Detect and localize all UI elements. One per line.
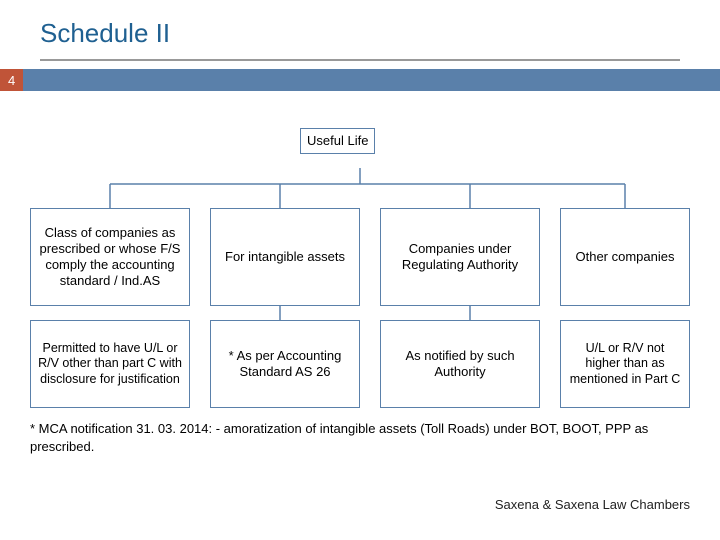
footer-credit: Saxena & Saxena Law Chambers xyxy=(495,497,690,512)
page-number-badge: 4 xyxy=(0,69,23,91)
tree-node-intangible: For intangible assets xyxy=(210,208,360,306)
tree-node-other: Other companies xyxy=(560,208,690,306)
page-bar: 4 xyxy=(0,69,720,91)
page-title: Schedule II xyxy=(0,0,720,55)
tree-root: Useful Life xyxy=(300,128,375,154)
tree-leaf-as26: * As per Accounting Standard AS 26 xyxy=(210,320,360,408)
tree-leaf-notified: As notified by such Authority xyxy=(380,320,540,408)
tree-level1-row: Class of companies as prescribed or whos… xyxy=(0,208,720,306)
tree-node-class-companies: Class of companies as prescribed or whos… xyxy=(30,208,190,306)
footnote: * MCA notification 31. 03. 2014: - amora… xyxy=(30,420,690,455)
tree-leaf-partc: U/L or R/V not higher than as mentioned … xyxy=(560,320,690,408)
tree-leaf-permitted: Permitted to have U/L or R/V other than … xyxy=(30,320,190,408)
tree-node-regulating: Companies under Regulating Authority xyxy=(380,208,540,306)
header-bar xyxy=(23,69,720,91)
title-underline xyxy=(40,59,680,61)
tree-level2-row: Permitted to have U/L or R/V other than … xyxy=(0,320,720,408)
